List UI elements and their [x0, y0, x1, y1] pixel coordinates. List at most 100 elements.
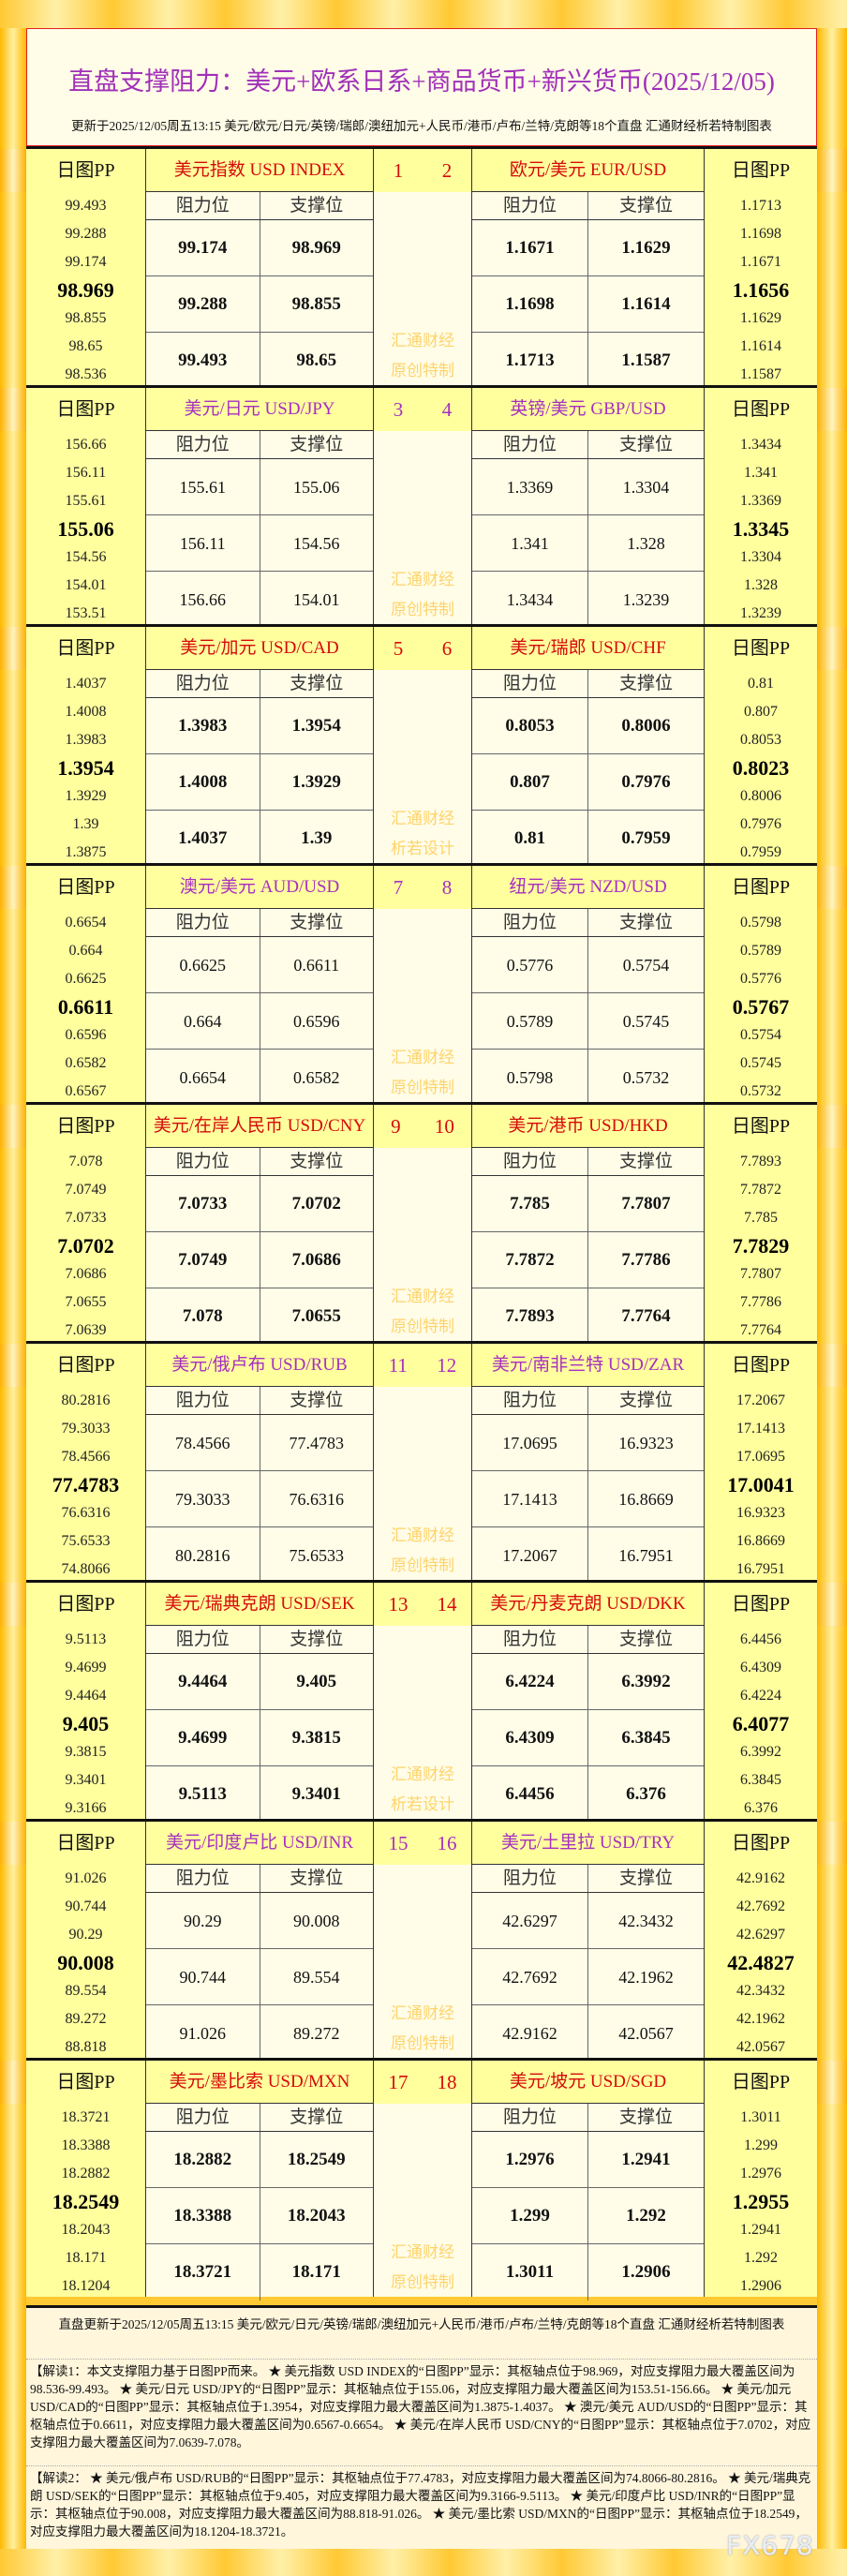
level-row: 18.3388 18.2043 [146, 2188, 373, 2244]
level-row: 0.8053 0.8006 [472, 698, 704, 754]
header-tile-right [817, 627, 847, 670]
pp-value: 42.1962 [736, 2011, 785, 2027]
support-header: 支撑位 [618, 674, 673, 693]
pp-header: 日图PP [56, 1594, 115, 1615]
pp-header: 日图PP [56, 399, 115, 420]
daily-pp-column: 日图PP 0.81 0.807 0.8053 0.8023 0.8006 0.7976 0.7… [704, 627, 817, 863]
watermark: 汇通财经 [391, 2243, 454, 2261]
pp-value: 1.292 [744, 2250, 778, 2266]
pp-value: 1.3011 [740, 2109, 781, 2125]
pp-value: 0.8006 [740, 788, 781, 804]
pp-value: 7.0749 [65, 1182, 107, 1198]
daily-pp-column: 日图PP 99.493 99.288 99.174 98.969 98.855 98.65 9… [26, 149, 146, 385]
pp-value: 1.1587 [740, 366, 781, 382]
column-headers: 阻力位 支撑位 [472, 1387, 704, 1415]
level-row: 78.4566 77.4783 [146, 1415, 373, 1471]
pair-name: 美元/南非兰特 USD/ZAR [472, 1344, 704, 1387]
support-value: 42.1962 [618, 1968, 674, 1987]
daily-pp-column: 日图PP 6.4456 6.4309 6.4224 6.4077 6.3992 6.3845… [704, 1583, 817, 1819]
column-headers: 阻力位 支撑位 [146, 192, 373, 220]
level-row: 1.4008 1.3929 [146, 754, 373, 811]
pp-value: 42.7692 [736, 1898, 785, 1914]
level-row: 1.1698 1.1614 [472, 276, 704, 333]
support-value: 7.0655 [291, 1306, 341, 1326]
header-tile-left [0, 388, 26, 431]
pp-value: 6.376 [744, 1800, 778, 1816]
left-border [0, 28, 26, 2549]
resistance-header: 阻力位 [472, 1387, 588, 1414]
pair-table: 美元/在岸人民币 USD/CNY 阻力位 支撑位 7.0733 7.0702 7.0749… [146, 1105, 373, 1345]
pair-number-column: 13 14 汇通财经 析若设计 [373, 1583, 472, 1819]
pp-value: 0.5798 [740, 915, 781, 931]
watermark: 汇通财经 [391, 332, 454, 350]
pp-header: 日图PP [56, 1833, 115, 1854]
pair-number: 12 [437, 1353, 457, 1377]
resistance-value: 17.2067 [472, 1527, 588, 1584]
level-row: 0.6625 0.6611 [146, 937, 373, 993]
level-row: 6.4309 6.3845 [472, 1710, 704, 1766]
support-value: 0.5745 [622, 1012, 670, 1031]
resistance-value: 0.81 [472, 811, 588, 867]
level-row: 1.2976 1.2941 [472, 2132, 704, 2188]
pp-value: 1.3983 [65, 732, 107, 748]
pair-block: 日图PP 80.2816 79.3033 78.4566 77.4783 76.6316 7… [26, 1341, 817, 1584]
pair-name: 英镑/美元 GBP/USD [472, 388, 704, 431]
support-header: 支撑位 [290, 1630, 344, 1649]
pp-value: 156.66 [65, 437, 107, 453]
column-headers: 阻力位 支撑位 [146, 909, 373, 937]
level-row: 42.6297 42.3432 [472, 1893, 704, 1949]
pair-numbers: 17 18 [374, 2061, 471, 2104]
level-row: 7.7893 7.7764 [472, 1288, 704, 1345]
resistance-value: 9.5113 [146, 1766, 260, 1823]
level-row: 156.11 154.56 [146, 515, 373, 572]
column-headers: 阻力位 支撑位 [472, 192, 704, 220]
pp-value: 42.6297 [736, 1927, 785, 1943]
pp-value: 99.288 [65, 226, 107, 242]
pair-name: 美元/墨比索 USD/MXN [146, 2061, 373, 2104]
pair-number: 5 [393, 636, 404, 660]
column-headers: 阻力位 支撑位 [146, 431, 373, 459]
level-row: 156.66 154.01 [146, 572, 373, 628]
pair-number: 10 [434, 1114, 454, 1138]
pp-value: 42.3432 [736, 1983, 785, 1999]
watermark: 汇通财经 [391, 1765, 454, 1783]
support-value: 7.7764 [621, 1306, 671, 1326]
watermark: 原创特制 [391, 601, 454, 618]
pair-number: 2 [441, 158, 453, 182]
support-value: 76.6316 [289, 1490, 345, 1509]
pp-value: 0.81 [748, 676, 774, 692]
header-tile-right [817, 2061, 847, 2104]
pp-value: 75.6533 [61, 1533, 111, 1549]
pp-value: 1.328 [744, 577, 778, 593]
pair-name: 美元/日元 USD/JPY [146, 388, 373, 431]
pair-table: 美元指数 USD INDEX 阻力位 支撑位 99.174 98.969 99.288 98… [146, 149, 373, 389]
support-value: 6.376 [626, 1784, 666, 1804]
resistance-value: 91.026 [146, 2005, 260, 2062]
level-row: 90.744 89.554 [146, 1949, 373, 2005]
column-headers: 阻力位 支撑位 [472, 909, 704, 937]
pair-number-column: 7 8 汇通财经 原创特制 [373, 866, 472, 1102]
resistance-header: 阻力位 [472, 192, 588, 219]
support-value: 6.3845 [621, 1728, 671, 1748]
pair-table: 美元/日元 USD/JPY 阻力位 支撑位 155.61 155.06 156.11 154… [146, 388, 373, 628]
support-header: 支撑位 [290, 913, 344, 932]
level-row: 18.3721 18.171 [146, 2244, 373, 2301]
pair-number: 14 [437, 1592, 457, 1616]
resistance-header: 阻力位 [472, 1626, 588, 1653]
pp-value: 7.7807 [740, 1266, 781, 1282]
pair-name: 美元/加元 USD/CAD [146, 627, 373, 670]
pair-block: 日图PP 156.66 156.11 155.61 155.06 154.56 154.01… [26, 385, 817, 628]
pp-value: 1.39 [72, 816, 99, 832]
pp-value: 99.174 [65, 254, 107, 270]
resistance-value: 0.6654 [146, 1050, 260, 1106]
pair-name: 美元/瑞典克朗 USD/SEK [146, 1583, 373, 1626]
pp-value: 7.0655 [65, 1294, 107, 1310]
pp-value: 89.272 [65, 2011, 107, 2027]
resistance-value: 1.1713 [472, 333, 588, 389]
pp-value: 98.536 [65, 366, 107, 382]
pair-name: 美元/坡元 USD/SGD [472, 2061, 704, 2104]
pp-value: 1.3239 [740, 605, 781, 621]
pp-value: 78.4566 [61, 1449, 111, 1465]
level-row: 0.6654 0.6582 [146, 1050, 373, 1106]
